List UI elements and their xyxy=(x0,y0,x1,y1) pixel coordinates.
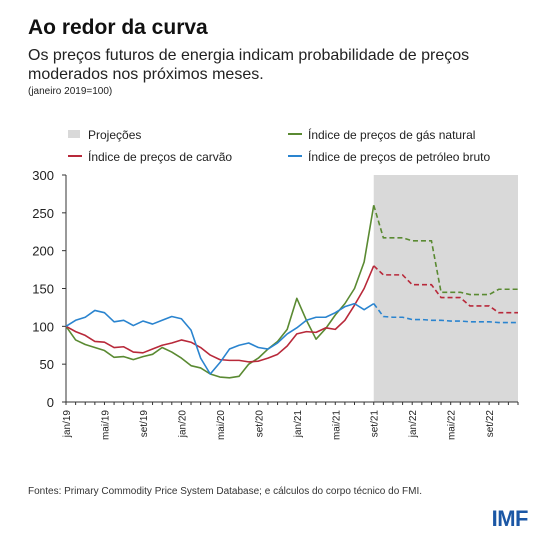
unit-note: (janeiro 2019=100) xyxy=(28,86,113,97)
legend-label: Índice de preços de carvão xyxy=(88,149,232,164)
x-tick-label: set/21 xyxy=(370,410,381,438)
x-tick-label: set/19 xyxy=(139,410,150,438)
series-projection-coal xyxy=(373,265,518,314)
series-line-gas xyxy=(65,205,375,379)
x-tick-label: jan/22 xyxy=(408,410,419,439)
legend-label: Índice de preços de petróleo bruto xyxy=(308,149,490,164)
x-tick-label: set/22 xyxy=(485,410,496,438)
x-tick-label: jan/20 xyxy=(177,410,188,439)
y-tick-label: 100 xyxy=(32,319,54,334)
x-tick-label: mai/22 xyxy=(447,410,458,440)
x-tick-label: jan/21 xyxy=(293,410,304,439)
series-line-coal xyxy=(65,265,375,363)
y-tick-label: 300 xyxy=(32,168,54,183)
legend-label: Índice de preços de gás natural xyxy=(308,127,475,142)
source-note: Fontes: Primary Commodity Price System D… xyxy=(28,486,423,497)
y-tick-label: 50 xyxy=(40,357,54,372)
line-chart: 0 50 100 150 200 250 300 jan/19 mai/19 set/19 jan/… xyxy=(32,127,519,440)
x-tick-label: mai/20 xyxy=(216,410,227,440)
x-tick-label: jan/19 xyxy=(62,410,73,439)
legend-swatch-projection xyxy=(68,130,80,138)
chart-subtitle: Os preços futuros de energia indicam pro… xyxy=(28,47,470,83)
y-tick-label: 250 xyxy=(32,206,54,221)
y-tick-label: 200 xyxy=(32,244,54,259)
chart-title: Ao redor da curva xyxy=(28,16,208,39)
series-projection-gas xyxy=(372,205,518,296)
projection-shade xyxy=(373,175,518,402)
x-tick-label: set/20 xyxy=(254,410,265,438)
series-line-oil xyxy=(65,302,375,375)
imf-logo: IMF xyxy=(491,506,529,531)
x-tick-label: mai/21 xyxy=(331,410,342,440)
y-tick-label: 0 xyxy=(47,395,54,410)
legend-label: Projeções xyxy=(88,128,141,142)
x-tick-label: mai/19 xyxy=(100,410,111,440)
y-tick-label: 150 xyxy=(32,282,54,297)
